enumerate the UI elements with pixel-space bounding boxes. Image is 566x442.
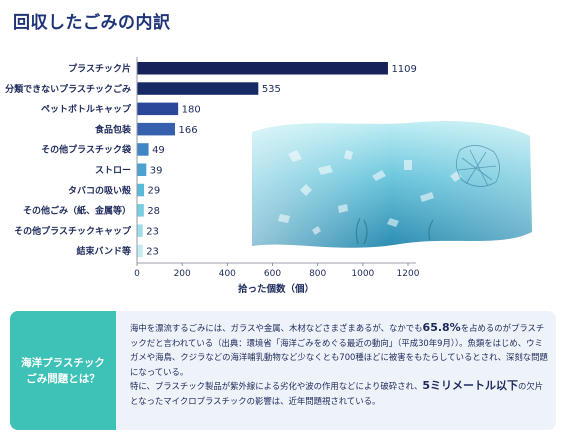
bar [137, 163, 147, 176]
bar [137, 244, 143, 258]
data-label: 1109 [391, 64, 416, 75]
bar [137, 143, 149, 156]
category-label: 結束バンド等 [77, 245, 131, 257]
bar [137, 204, 144, 217]
info-panel: 海洋プラスチック ごみ問題とは？ 海中を漂流するごみには、ガラスや金属、木材など… [10, 311, 556, 430]
x-tick-label: 600 [264, 269, 281, 279]
category-label: 食品包装 [94, 123, 132, 135]
info-p2-highlight: 5ミリメートル以下 [422, 379, 519, 393]
data-label: 180 [182, 104, 201, 115]
bar [137, 82, 259, 95]
data-label: 49 [152, 145, 165, 156]
category-label: その他ごみ（紙、金属等） [23, 205, 131, 217]
data-label: 28 [147, 206, 160, 217]
info-paragraph-1: 海中を漂流するごみには、ガラスや金属、木材などさまざまあるが、なかでも65.8%… [130, 321, 548, 379]
info-heading-panel: 海洋プラスチック ごみ問題とは？ [10, 311, 116, 430]
bar [137, 183, 145, 197]
data-label: 39 [150, 165, 163, 176]
x-tick-label: 800 [309, 269, 326, 279]
x-tick-label: 0 [134, 269, 140, 279]
data-label: 535 [262, 84, 281, 95]
x-tick-label: 400 [219, 269, 236, 279]
category-label: ストロー [95, 165, 131, 176]
category-label: その他プラスチック袋 [41, 144, 132, 156]
page-title: 回収したごみの内訳 [13, 13, 171, 33]
info-heading: 海洋プラスチック ごみ問題とは？ [20, 355, 106, 387]
info-p1-highlight: 65.8% [422, 321, 461, 334]
x-axis-title: 拾った個数（個） [238, 283, 314, 295]
info-text: 海中を漂流するごみには、ガラスや金属、木材などさまざまあるが、なかでも65.8%… [130, 321, 548, 409]
info-p2-b: の欠片となったマイクロプラスチックの影響は、近年問題視されている。 [130, 381, 544, 406]
info-paragraph-2: 特に、プラスチック製品が紫外線による劣化や波の作用などにより破砕され、5ミリメー… [130, 379, 548, 408]
bar [137, 102, 179, 116]
x-tick-label: 1200 [397, 269, 420, 279]
x-tick-label: 200 [174, 269, 191, 279]
ocean-illustration [252, 120, 532, 248]
x-tick-label: 1000 [351, 269, 374, 279]
category-label: タバコの吸い殻 [68, 184, 132, 196]
info-heading-line1: 海洋プラスチック [21, 356, 105, 369]
data-label: 23 [146, 247, 159, 258]
bar-chart: プラスチック片 1109 分類できないプラスチックごみ 535 ペットボトルキャップ 18… [5, 57, 532, 295]
category-label: ペットボトルキャップ [41, 103, 132, 115]
info-p1-b: を占めるのがプラスチックだと言われている（出典：環境省「海洋ごみをめぐる最近の動… [130, 323, 548, 377]
category-label: プラスチック片 [68, 62, 131, 74]
category-label: その他プラスチックキャップ [14, 225, 132, 237]
data-label: 166 [178, 125, 197, 136]
data-label: 29 [148, 186, 161, 197]
info-p1-a: 海中を漂流するごみには、ガラスや金属、木材などさまざまあるが、なかでも [130, 323, 423, 333]
bar [137, 122, 175, 136]
bar [137, 224, 143, 237]
info-p2-a: 特に、プラスチック製品が紫外線による劣化や波の作用などにより破砕され、 [130, 381, 423, 392]
bar [137, 62, 388, 75]
info-heading-line2: ごみ問題とは？ [26, 372, 100, 385]
category-label: 分類できないプラスチックごみ [5, 83, 131, 95]
data-label: 23 [146, 226, 159, 237]
